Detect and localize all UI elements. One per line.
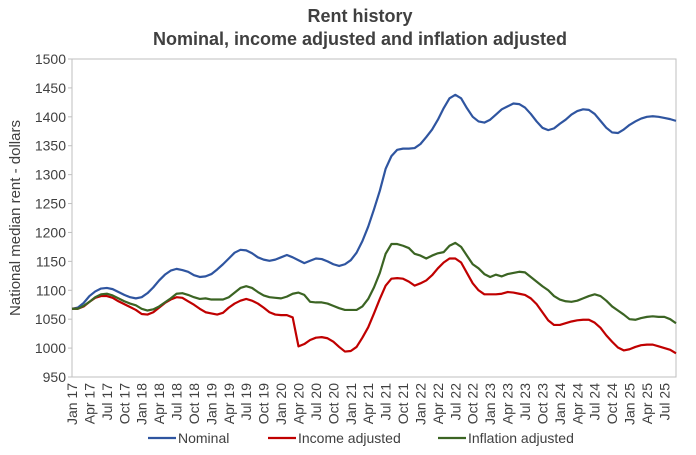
x-tick-label: Jan 25 <box>622 383 638 425</box>
plot-area <box>71 58 677 378</box>
x-tick-label: Oct 21 <box>395 383 411 424</box>
series-line <box>72 241 677 325</box>
chart-title: Rent history <box>307 6 412 26</box>
x-tick-label: Jan 22 <box>412 383 428 425</box>
y-tick-label: 1250 <box>35 196 66 212</box>
x-tick-label: Jan 23 <box>482 383 498 425</box>
x-tick-label: Apr 22 <box>430 383 446 424</box>
y-tick-label: 950 <box>43 369 67 385</box>
x-tick-label: Jul 23 <box>517 383 533 421</box>
x-tick-label: Jul 17 <box>99 383 115 421</box>
x-tick-label: Oct 20 <box>325 383 341 424</box>
x-tick-label: Jul 21 <box>378 383 394 421</box>
y-tick-label: 1200 <box>35 224 66 240</box>
x-tick-label: Jan 18 <box>134 383 150 425</box>
x-tick-label: Jul 18 <box>169 383 185 421</box>
x-tick-label: Jan 17 <box>64 383 80 425</box>
y-tick-label: 1000 <box>35 340 66 356</box>
x-tick-label: Jul 20 <box>308 383 324 421</box>
x-tick-label: Oct 18 <box>186 383 202 424</box>
x-tick-label: Apr 17 <box>81 383 97 424</box>
y-tick-label: 1400 <box>35 109 66 125</box>
y-tick-label: 1500 <box>35 51 66 67</box>
y-tick-label: 1300 <box>35 167 66 183</box>
y-axis-label: National median rent - dollars <box>7 120 24 316</box>
x-tick-label: Apr 25 <box>639 383 655 424</box>
x-tick-label: Apr 21 <box>360 383 376 424</box>
series-line <box>71 93 677 310</box>
x-tick-label: Apr 20 <box>291 383 307 424</box>
x-tick-label: Jul 25 <box>656 383 672 421</box>
legend-label: Inflation adjusted <box>468 430 574 446</box>
x-tick-label: Oct 19 <box>256 383 272 424</box>
x-tick-label: Jan 20 <box>273 383 289 425</box>
chart-subtitle: Nominal, income adjusted and inflation a… <box>153 29 567 49</box>
x-tick-label: Oct 17 <box>116 383 132 424</box>
x-tick-label: Jan 24 <box>552 383 568 425</box>
y-tick-label: 1150 <box>36 253 66 269</box>
x-tick-label: Oct 23 <box>534 383 550 424</box>
y-tick-label: 1050 <box>35 311 66 327</box>
x-tick-label: Jul 19 <box>238 383 254 421</box>
x-tick-label: Oct 22 <box>465 383 481 424</box>
series-line <box>72 257 677 355</box>
x-tick-label: Apr 24 <box>569 383 585 424</box>
x-tick-label: Jan 19 <box>203 383 219 425</box>
x-tick-label: Apr 19 <box>221 383 237 424</box>
y-tick-label: 1450 <box>35 80 66 96</box>
x-tick-label: Jan 21 <box>343 383 359 425</box>
x-tick-label: Oct 24 <box>604 383 620 424</box>
x-tick-label: Jul 22 <box>447 383 463 421</box>
legend-label: Nominal <box>178 430 229 446</box>
y-tick-label: 1350 <box>35 138 66 154</box>
y-tick-label: 1100 <box>36 282 66 298</box>
x-tick-label: Apr 23 <box>500 383 516 424</box>
x-tick-label: Jul 24 <box>587 383 603 421</box>
x-tick-label: Apr 18 <box>151 383 167 424</box>
legend-label: Income adjusted <box>298 430 401 446</box>
